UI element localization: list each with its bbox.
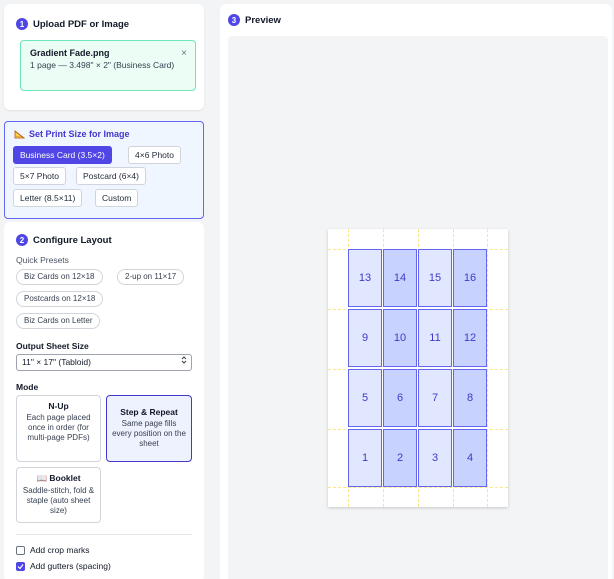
imposed-page: 2 <box>383 429 417 487</box>
preset-postcards-12x18[interactable]: Postcards on 12×18 <box>16 291 104 307</box>
guide-line <box>453 229 454 507</box>
imposed-page: 3 <box>418 429 452 487</box>
chevron-updown-icon <box>181 355 187 371</box>
file-name: Gradient Fade.png <box>30 48 110 58</box>
preview-heading: 3 Preview <box>228 14 281 26</box>
preset-biz-cards-12x18[interactable]: Biz Cards on 12×18 <box>16 269 103 285</box>
imposed-page: 9 <box>348 309 382 367</box>
step-badge-2: 2 <box>16 234 28 246</box>
imposed-page: 6 <box>383 369 417 427</box>
step-badge-1: 1 <box>16 18 28 30</box>
imposed-page: 14 <box>383 249 417 307</box>
remove-file-button[interactable]: × <box>181 48 187 59</box>
mode-step-repeat-desc: Same page fills every position on the sh… <box>112 419 186 448</box>
size-option-4x6-photo[interactable]: 4×6 Photo <box>128 146 181 164</box>
imposed-page: 1 <box>348 429 382 487</box>
gutters-label: Add gutters (spacing) <box>30 561 111 571</box>
upload-heading: 1 Upload PDF or Image <box>16 18 129 30</box>
imposed-page: 13 <box>348 249 382 307</box>
imposed-page: 12 <box>453 309 487 367</box>
imposed-page: 15 <box>418 249 452 307</box>
size-option-5x7-photo[interactable]: 5×7 Photo <box>13 167 66 185</box>
preset-2up-11x17[interactable]: 2-up on 11×17 <box>117 269 185 285</box>
imposed-page: 7 <box>418 369 452 427</box>
mode-step-repeat-title: Step & Repeat <box>120 407 178 417</box>
crop-marks-label: Add crop marks <box>30 545 90 555</box>
output-sheet: 13 14 15 16 9 10 11 12 5 6 7 8 1 2 3 4 <box>328 229 508 507</box>
upload-panel: 1 Upload PDF or Image Gradient Fade.png … <box>4 4 204 110</box>
file-meta: 1 page — 3.498" × 2" (Business Card) <box>30 60 175 70</box>
quick-presets-label: Quick Presets <box>16 255 69 265</box>
print-size-title: Set Print Size for Image <box>29 129 130 139</box>
sheet-size-select[interactable]: 11" × 17" (Tabloid) <box>16 354 192 371</box>
guide-line <box>348 229 349 507</box>
divider <box>16 534 192 535</box>
guide-line <box>418 229 419 507</box>
preview-panel: 3 Preview 13 14 15 16 9 10 11 12 5 <box>220 4 612 579</box>
preset-biz-cards-letter[interactable]: Biz Cards on Letter <box>16 313 101 329</box>
preview-canvas: 13 14 15 16 9 10 11 12 5 6 7 8 1 2 3 4 <box>228 36 608 579</box>
size-option-business-card[interactable]: Business Card (3.5×2) <box>13 146 112 164</box>
crop-marks-checkbox[interactable] <box>16 545 25 555</box>
ruler-icon <box>14 129 26 139</box>
mode-booklet-title: 📖 Booklet <box>36 473 81 483</box>
gutters-checkbox[interactable] <box>16 561 25 571</box>
layout-title: Configure Layout <box>33 234 112 246</box>
layout-heading: 2 Configure Layout <box>16 234 112 246</box>
sheet-size-value: 11" × 17" (Tabloid) <box>22 357 91 367</box>
imposed-page: 16 <box>453 249 487 307</box>
guide-line <box>487 229 488 507</box>
guide-line <box>383 229 384 507</box>
mode-n-up[interactable]: N-Up Each page placed once in order (for… <box>16 395 101 462</box>
guide-line <box>328 487 508 488</box>
size-option-custom[interactable]: Custom <box>95 189 139 207</box>
mode-n-up-title: N-Up <box>48 401 69 411</box>
imposed-page: 11 <box>418 309 452 367</box>
gutters-row[interactable]: Add gutters (spacing) <box>16 561 111 571</box>
size-option-postcard[interactable]: Postcard (6×4) <box>76 167 146 185</box>
step-badge-3: 3 <box>228 14 240 26</box>
mode-n-up-desc: Each page placed once in order (for mult… <box>26 413 91 442</box>
imposed-page: 4 <box>453 429 487 487</box>
print-size-heading: Set Print Size for Image <box>14 129 130 139</box>
mode-label: Mode <box>16 382 39 392</box>
upload-title: Upload PDF or Image <box>33 18 130 30</box>
preview-title: Preview <box>245 14 281 26</box>
imposed-page: 8 <box>453 369 487 427</box>
imposed-page: 10 <box>383 309 417 367</box>
imposed-page: 5 <box>348 369 382 427</box>
layout-panel: 2 Configure Layout Quick Presets Biz Car… <box>4 222 204 579</box>
mode-booklet[interactable]: 📖 Booklet Saddle-stitch, fold & staple (… <box>16 467 101 523</box>
sheet-size-label: Output Sheet Size <box>16 341 89 351</box>
size-option-letter[interactable]: Letter (8.5×11) <box>13 189 83 207</box>
uploaded-file-card: Gradient Fade.png 1 page — 3.498" × 2" (… <box>20 40 196 91</box>
print-size-panel: Set Print Size for Image Business Card (… <box>4 121 204 219</box>
mode-booklet-desc: Saddle-stitch, fold & staple (auto sheet… <box>22 486 95 515</box>
mode-step-repeat[interactable]: Step & Repeat Same page fills every posi… <box>106 395 192 462</box>
crop-marks-row[interactable]: Add crop marks <box>16 545 90 555</box>
